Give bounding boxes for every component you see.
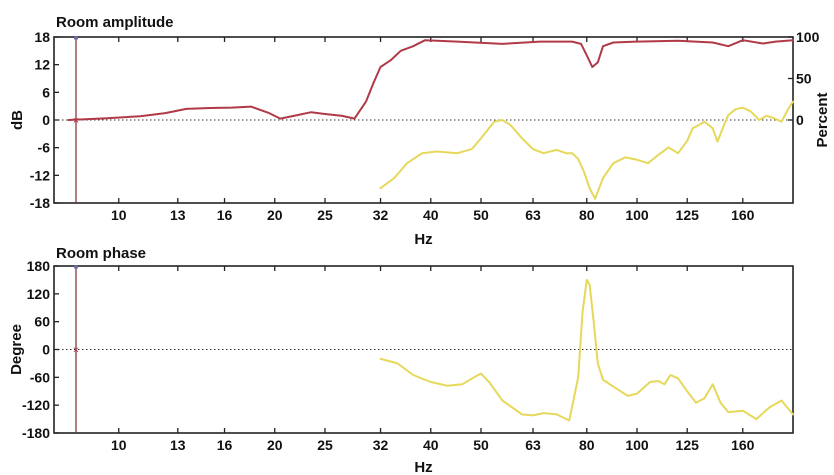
phase-y-tick-label: -120 [22,397,50,413]
amplitude-x-tick-label: 20 [267,207,283,223]
amplitude-x-tick-label: 25 [317,207,333,223]
amplitude-y2-tick-label: 0 [796,112,804,128]
phase-x-tick-label: 50 [473,437,489,453]
amplitude-x-tick-label: 100 [625,207,649,223]
phase-x-tick-label: 25 [317,437,333,453]
amplitude-y-tick-label: -12 [30,167,50,183]
amplitude-x-tick-label: 13 [170,207,186,223]
phase-y-tick-label: 180 [27,258,51,274]
phase-y-tick-label: 60 [34,314,50,330]
amplitude-y-tick-label: 6 [42,84,50,100]
amplitude-x-tick-label: 125 [676,207,700,223]
phase-x-tick-label: 125 [676,437,700,453]
amplitude-y2-tick-label: 50 [796,71,812,87]
phase-x-tick-label: 10 [111,437,127,453]
phase-x-tick-label: 32 [373,437,389,453]
amplitude-cursor-top-marker [74,36,78,40]
phase-x-tick-label: 63 [525,437,541,453]
amplitude-x-tick-label: 63 [525,207,541,223]
amplitude-x-tick-label: 16 [217,207,233,223]
amplitude-x-tick-label: 50 [473,207,489,223]
amplitude-x-tick-label: 160 [731,207,755,223]
phase-x-tick-label: 20 [267,437,283,453]
amplitude-y-tick-label: 18 [34,29,50,45]
phase-y-tick-label: 0 [42,342,50,358]
phase-y-tick-label: 120 [27,286,51,302]
phase-cursor-top-marker [74,265,78,269]
phase-y-axis-label: Degree [8,324,25,375]
amplitude-y-tick-label: -18 [30,195,50,211]
amplitude-x-tick-label: 10 [111,207,127,223]
amplitude-y2-axis-label: Percent [814,92,831,147]
amplitude-x-tick-label: 80 [579,207,595,223]
phase-x-tick-label: 16 [217,437,233,453]
phase-x-tick-label: 40 [423,437,439,453]
amplitude-y-axis-label: dB [9,110,26,130]
amplitude-y-tick-label: -6 [38,140,51,156]
amplitude-y-tick-label: 12 [34,57,50,73]
phase-chart-title: Room phase [56,245,146,262]
amplitude-y2-tick-label: 100 [796,29,820,45]
plots-layer: 10 13 16 20 25 32 40 50 63 80 100 125 160181260-6-12… [8,29,831,475]
phase-x-tick-label: 100 [625,437,649,453]
phase-y-tick-label: -180 [22,425,50,441]
amplitude-y-tick-label: 0 [42,112,50,128]
phase-x-tick-label: 160 [731,437,755,453]
phase-x-tick-label: 80 [579,437,595,453]
amplitude-x-axis-label: Hz [414,231,432,248]
phase-x-tick-label: 13 [170,437,186,453]
amplitude-cursor-zero-marker: × [73,115,79,127]
amplitude-series-1-line [379,100,794,200]
phase-y-tick-label: -60 [30,369,50,385]
amplitude-series-0-line [67,39,794,121]
amplitude-x-tick-label: 40 [423,207,439,223]
amplitude-x-tick-label: 32 [373,207,389,223]
phase-series-0-line [379,278,794,422]
phase-cursor-zero-marker: × [73,345,79,357]
amplitude-chart-title: Room amplitude [56,14,174,31]
phase-x-axis-label: Hz [414,459,432,475]
